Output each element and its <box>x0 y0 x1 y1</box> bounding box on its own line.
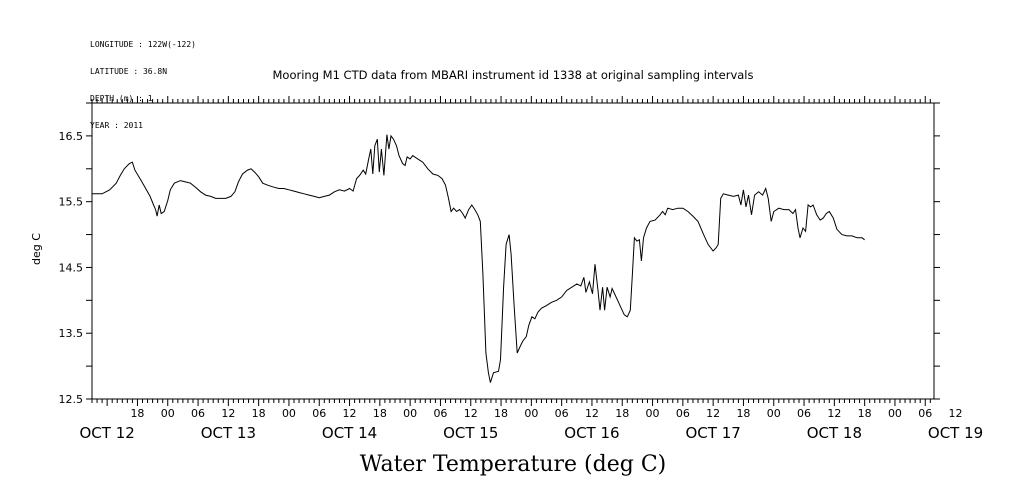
series-line-water-temperature <box>92 134 865 383</box>
meta-year: YEAR : 2011 <box>90 121 143 130</box>
y-tick-label: 15.5 <box>59 196 84 209</box>
x-hour-tick-label: 18 <box>615 407 629 420</box>
x-hour-tick-label: 06 <box>918 407 932 420</box>
minor-ticks <box>91 96 931 406</box>
x-hour-tick-label: 18 <box>736 407 750 420</box>
x-hour-tick-label: 12 <box>706 407 720 420</box>
meta-longitude: LONGITUDE : 122W(-122) <box>90 40 196 49</box>
x-hour-tick-label: 18 <box>252 407 266 420</box>
plot-frame <box>91 102 935 400</box>
meta-depth: DEPTH (m) : 1 <box>90 94 153 103</box>
x-date-label: OCT 17 <box>685 424 740 442</box>
x-hour-tick-label: 18 <box>858 407 872 420</box>
x-hour-tick-label: 18 <box>130 407 144 420</box>
x-hour-tick-label: 18 <box>373 407 387 420</box>
y-tick-label: 14.5 <box>59 261 84 274</box>
x-date-label: OCT 16 <box>564 424 619 442</box>
y-axis-label: deg C <box>30 233 43 265</box>
y-axis-ticks: 12.5 13.5 14.5 15.5 16.5 <box>59 102 940 406</box>
x-date-label: OCT 12 <box>79 424 134 442</box>
x-axis-label: Water Temperature (deg C) <box>359 452 667 477</box>
x-hour-tick-label: 12 <box>343 407 357 420</box>
x-hour-tick-label: 06 <box>191 407 205 420</box>
x-hour-tick-label: 12 <box>464 407 478 420</box>
x-date-label: OCT 14 <box>322 424 377 442</box>
x-hour-tick-label: 00 <box>403 407 417 420</box>
x-date-label: OCT 18 <box>807 424 862 442</box>
y-tick-label: 13.5 <box>59 327 84 340</box>
x-hour-tick-label: 00 <box>767 407 781 420</box>
x-hour-tick-label: 00 <box>282 407 296 420</box>
chart-title: Mooring M1 CTD data from MBARI instrumen… <box>272 68 754 82</box>
y-tick-label: 16.5 <box>59 130 84 143</box>
x-hour-tick-label: 00 <box>646 407 660 420</box>
x-hour-tick-label: 00 <box>888 407 902 420</box>
x-hour-tick-label: 00 <box>524 407 538 420</box>
x-axis-ticks: 18 00 06 12 18 00 06 12 18 00 06 12 18 00 06 12 18 00 06 12… <box>130 407 962 420</box>
meta-latitude: LATITUDE : 36.8N <box>90 67 168 76</box>
x-date-label: OCT 19 <box>928 424 983 442</box>
x-hour-tick-label: 00 <box>161 407 175 420</box>
x-hour-tick-label: 06 <box>797 407 811 420</box>
x-hour-tick-label: 12 <box>827 407 841 420</box>
metadata-block: LONGITUDE : 122W(-122) LATITUDE : 36.8N … <box>90 22 196 139</box>
y-tick-label: 12.5 <box>59 393 84 406</box>
x-hour-tick-label: 18 <box>494 407 508 420</box>
x-hour-tick-label: 12 <box>221 407 235 420</box>
x-hour-tick-label: 12 <box>949 407 963 420</box>
x-date-label: OCT 15 <box>443 424 498 442</box>
x-hour-tick-label: 06 <box>312 407 326 420</box>
x-hour-tick-label: 06 <box>555 407 569 420</box>
x-date-label: OCT 13 <box>201 424 256 442</box>
x-hour-tick-label: 06 <box>676 407 690 420</box>
x-hour-tick-label: 12 <box>585 407 599 420</box>
x-axis-date-labels: OCT 12 OCT 13 OCT 14 OCT 15 OCT 16 OCT 17 OCT … <box>79 424 983 442</box>
x-hour-tick-label: 06 <box>433 407 447 420</box>
